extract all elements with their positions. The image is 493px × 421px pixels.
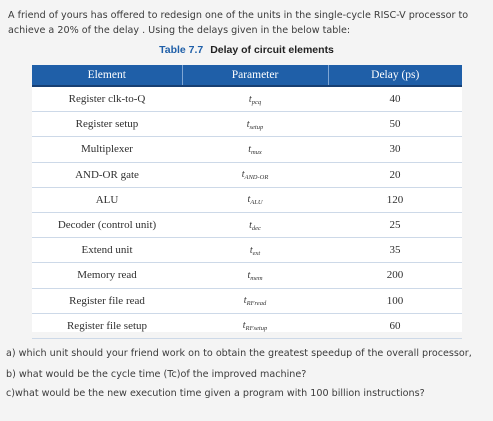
parameter-subscript: setup (249, 123, 264, 131)
table-body: Register clk-to-Q tpcq 40 Register setup tse… (32, 86, 462, 339)
question-b: b) what would be the cycle time (Tc)of t… (6, 369, 307, 380)
delay-cell: 40 (328, 86, 462, 113)
table-row: Multiplexer tmux 30 (32, 136, 462, 163)
parameter-cell: tAND-OR (182, 162, 328, 188)
question-a: a) which unit should your friend work on… (6, 348, 472, 359)
element-cell: Register setup (32, 111, 182, 138)
parameter-base: t (249, 244, 253, 256)
parameter-symbol: tmux (248, 143, 262, 156)
parameter-base: t (242, 320, 246, 332)
parameter-symbol: tRFread (243, 295, 267, 308)
problem-intro: A friend of yours has offered to redesig… (8, 10, 469, 36)
table-title: Delay of circuit elements (210, 44, 334, 56)
delay-table: Element Parameter Delay (ps) Register cl… (32, 65, 462, 339)
element-cell: Register file setup (32, 313, 182, 339)
parameter-subscript: mem (250, 274, 263, 282)
header-element: Element (32, 65, 183, 86)
parameter-cell: tALU (182, 187, 328, 213)
parameter-cell: tRFsetup (182, 313, 328, 339)
delay-cell: 35 (328, 237, 462, 264)
table-row: Memory read tmem 200 (32, 262, 462, 289)
table-header-row: Element Parameter Delay (ps) (32, 65, 462, 86)
table-number: Table 7.7 (159, 44, 204, 56)
parameter-base: t (243, 295, 247, 307)
element-cell: Register clk-to-Q (32, 86, 182, 113)
parameter-subscript: dec (251, 224, 261, 232)
parameter-symbol: tpcq (248, 93, 262, 106)
parameter-subscript: ALU (250, 199, 263, 207)
delay-cell: 30 (328, 136, 462, 163)
delay-cell: 100 (328, 288, 462, 314)
parameter-subscript: ext (252, 249, 261, 257)
parameter-subscript: AND-OR (244, 174, 269, 182)
table-row: Register file read tRFread 100 (32, 288, 462, 314)
delay-cell: 200 (328, 262, 462, 289)
parameter-base: t (241, 169, 245, 181)
table-row: Extend unit text 35 (32, 237, 462, 264)
parameter-cell: tsetup (182, 111, 328, 138)
parameter-base: t (248, 93, 252, 105)
element-cell: Decoder (control unit) (32, 212, 182, 239)
parameter-symbol: text (249, 244, 261, 257)
parameter-subscript: mux (250, 148, 262, 156)
parameter-subscript: RFread (246, 300, 267, 308)
parameter-symbol: tsetup (246, 118, 264, 131)
parameter-base: t (248, 143, 251, 155)
delay-cell: 50 (328, 111, 462, 138)
delay-cell: 20 (328, 162, 462, 188)
parameter-symbol: tAND-OR (241, 169, 269, 182)
table-row: Decoder (control unit) tdec 25 (32, 212, 462, 239)
parameter-cell: tpcq (182, 86, 328, 113)
parameter-cell: text (182, 237, 328, 264)
delay-table-container: Element Parameter Delay (ps) Register cl… (32, 65, 462, 339)
delay-cell: 25 (328, 212, 462, 239)
parameter-base: t (247, 194, 251, 206)
table-row: ALU tALU 120 (32, 187, 462, 213)
parameter-base: t (249, 219, 252, 231)
parameter-symbol: tdec (249, 219, 261, 232)
parameter-cell: tmem (182, 262, 328, 289)
parameter-symbol: tRFsetup (242, 320, 268, 333)
parameter-base: t (246, 118, 250, 130)
header-delay: Delay (ps) (328, 65, 462, 86)
parameter-cell: tRFread (182, 288, 328, 314)
element-cell: Register file read (32, 288, 182, 314)
element-cell: AND-OR gate (32, 162, 182, 188)
parameter-cell: tmux (182, 136, 328, 163)
question-c: c)what would be the new execution time g… (6, 388, 425, 399)
header-parameter: Parameter (182, 65, 329, 86)
element-cell: Memory read (32, 262, 182, 289)
delay-cell: 60 (328, 313, 462, 339)
table-row: Register clk-to-Q tpcq 40 (32, 86, 462, 113)
parameter-cell: tdec (182, 212, 328, 239)
table-row: AND-OR gate tAND-OR 20 (32, 162, 462, 188)
delay-cell: 120 (328, 187, 462, 213)
parameter-symbol: tmem (247, 269, 263, 282)
element-cell: Multiplexer (32, 136, 182, 163)
parameter-subscript: RFsetup (245, 325, 268, 333)
table-row: Register setup tsetup 50 (32, 111, 462, 138)
parameter-subscript: pcq (251, 98, 262, 106)
parameter-symbol: tALU (247, 194, 263, 207)
table-caption: Table 7.7 Delay of circuit elements (0, 44, 493, 56)
table-row: Register file setup tRFsetup 60 (32, 313, 462, 339)
element-cell: Extend unit (32, 237, 182, 264)
element-cell: ALU (32, 187, 182, 213)
parameter-base: t (247, 269, 251, 281)
